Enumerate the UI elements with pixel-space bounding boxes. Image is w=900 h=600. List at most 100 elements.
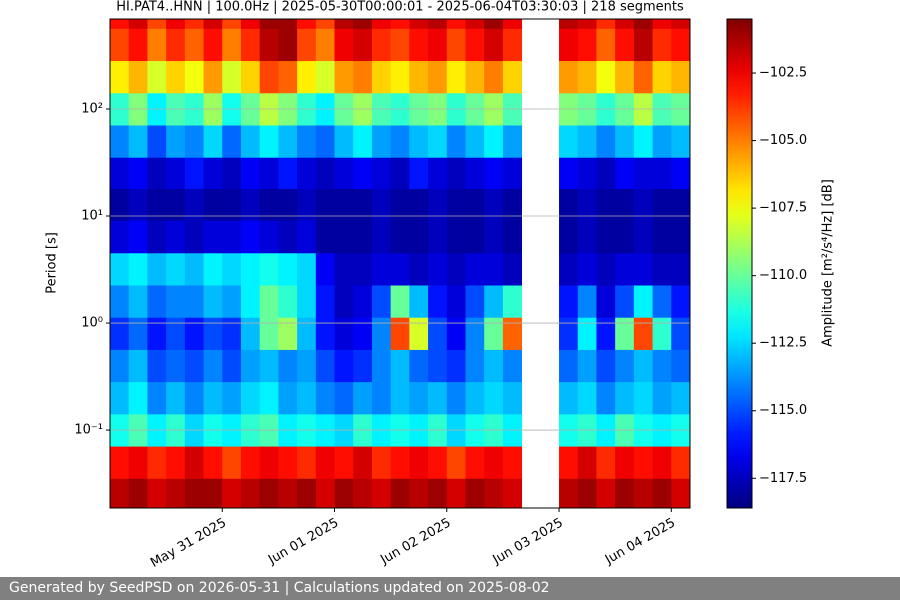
heatmap-cell: [596, 157, 616, 190]
heatmap-cell: [128, 220, 148, 254]
heatmap-cell: [203, 381, 223, 415]
heatmap-cell: [297, 446, 317, 479]
heatmap-cell: [166, 19, 186, 29]
heatmap-cell: [240, 349, 261, 383]
heatmap-cell: [240, 28, 261, 62]
footer: Generated by SeedPSD on 2026-05-31 | Cal…: [0, 577, 900, 600]
heatmap-cell: [428, 220, 448, 254]
heatmap-cell: [671, 157, 690, 190]
heatmap-cell: [465, 446, 485, 479]
heatmap-cell: [559, 188, 579, 221]
heatmap-cell: [353, 478, 373, 508]
heatmap-cell: [390, 381, 410, 415]
heatmap-cell: [502, 446, 523, 479]
y-axis-label: Period [s]: [45, 232, 60, 294]
heatmap-cell: [559, 220, 579, 254]
heatmap-cell: [297, 478, 317, 508]
heatmap-cell: [502, 125, 523, 158]
heatmap-cell: [409, 381, 429, 415]
heatmap-cell: [428, 349, 448, 383]
heatmap-cell: [147, 60, 167, 94]
heatmap-cell: [371, 349, 392, 383]
heatmap-cell: [428, 446, 448, 479]
heatmap-cell: [484, 220, 504, 254]
heatmap-cell: [446, 220, 466, 254]
heatmap-cell: [184, 317, 204, 350]
heatmap-cell: [184, 125, 204, 158]
heatmap-cell: [259, 28, 279, 62]
heatmap-cell: [633, 349, 653, 383]
heatmap-cell: [409, 19, 429, 29]
heatmap-cell: [184, 285, 204, 318]
heatmap-cell: [184, 28, 204, 62]
heatmap-cell: [615, 125, 635, 158]
heatmap-cell: [147, 285, 167, 318]
heatmap-cell: [110, 60, 130, 94]
heatmap-cell: [409, 220, 429, 254]
heatmap-cell: [315, 60, 335, 94]
heatmap-cell: [334, 28, 354, 62]
heatmap-cell: [484, 349, 504, 383]
chart-title: HI.PAT4..HNN | 100.0Hz | 2025-05-30T00:0…: [116, 0, 684, 15]
heatmap-cell: [409, 285, 429, 318]
heatmap-cell: [203, 60, 223, 94]
chart: HI.PAT4..HNN | 100.0Hz | 2025-05-30T00:0…: [45, 0, 836, 571]
heatmap-cell: [353, 252, 373, 286]
heatmap-cell: [596, 19, 616, 29]
heatmap-cell: [390, 478, 410, 508]
heatmap-cell: [297, 317, 317, 350]
heatmap-cell: [278, 60, 298, 94]
heatmap-cell: [222, 381, 242, 415]
heatmap-cell: [315, 285, 335, 318]
heatmap-cell: [353, 188, 373, 221]
heatmap-cell: [596, 252, 616, 286]
heatmap-cell: [446, 381, 466, 415]
heatmap-cell: [371, 446, 392, 479]
heatmap-cell: [615, 157, 635, 190]
heatmap-cell: [128, 285, 148, 318]
heatmap-cell: [128, 19, 148, 29]
heatmap-cell: [278, 28, 298, 62]
heatmap-cell: [409, 188, 429, 221]
heatmap-cell: [110, 125, 130, 158]
heatmap-cell: [353, 220, 373, 254]
heatmap-cell: [577, 125, 597, 158]
heatmap-cell: [502, 220, 523, 254]
heatmap-cell: [390, 285, 410, 318]
heatmap-cell: [484, 317, 504, 350]
heatmap-cell: [259, 317, 279, 350]
heatmap-cell: [671, 220, 690, 254]
heatmap-cell: [615, 446, 635, 479]
heatmap-cell: [278, 446, 298, 479]
heatmap-cell: [147, 317, 167, 350]
heatmap-cell: [633, 188, 653, 221]
heatmap-cell: [222, 285, 242, 318]
heatmap-cell: [222, 220, 242, 254]
heatmap-cell: [110, 446, 130, 479]
heatmap-cell: [633, 478, 653, 508]
heatmap-cell: [390, 252, 410, 286]
heatmap-cell: [446, 125, 466, 158]
heatmap-cell: [184, 188, 204, 221]
heatmap-cell: [259, 220, 279, 254]
heatmap-cell: [652, 317, 672, 350]
y-tick-label: 10⁰: [81, 316, 103, 331]
heatmap-cell: [652, 28, 672, 62]
heatmap-cell: [390, 446, 410, 479]
heatmap-cell: [390, 220, 410, 254]
heatmap-cell: [671, 60, 690, 94]
heatmap-cell: [166, 125, 186, 158]
heatmap-cell: [353, 349, 373, 383]
heatmap-cell: [465, 478, 485, 508]
heatmap-cell: [297, 125, 317, 158]
heatmap-cell: [390, 317, 410, 350]
heatmap-cell: [502, 285, 523, 318]
heatmap-cell: [166, 446, 186, 479]
heatmap-cell: [259, 478, 279, 508]
heatmap-cell: [334, 317, 354, 350]
heatmap-cell: [446, 252, 466, 286]
heatmap-cell: [278, 157, 298, 190]
heatmap-cell: [652, 252, 672, 286]
heatmap-cell: [278, 125, 298, 158]
heatmap-cell: [278, 220, 298, 254]
